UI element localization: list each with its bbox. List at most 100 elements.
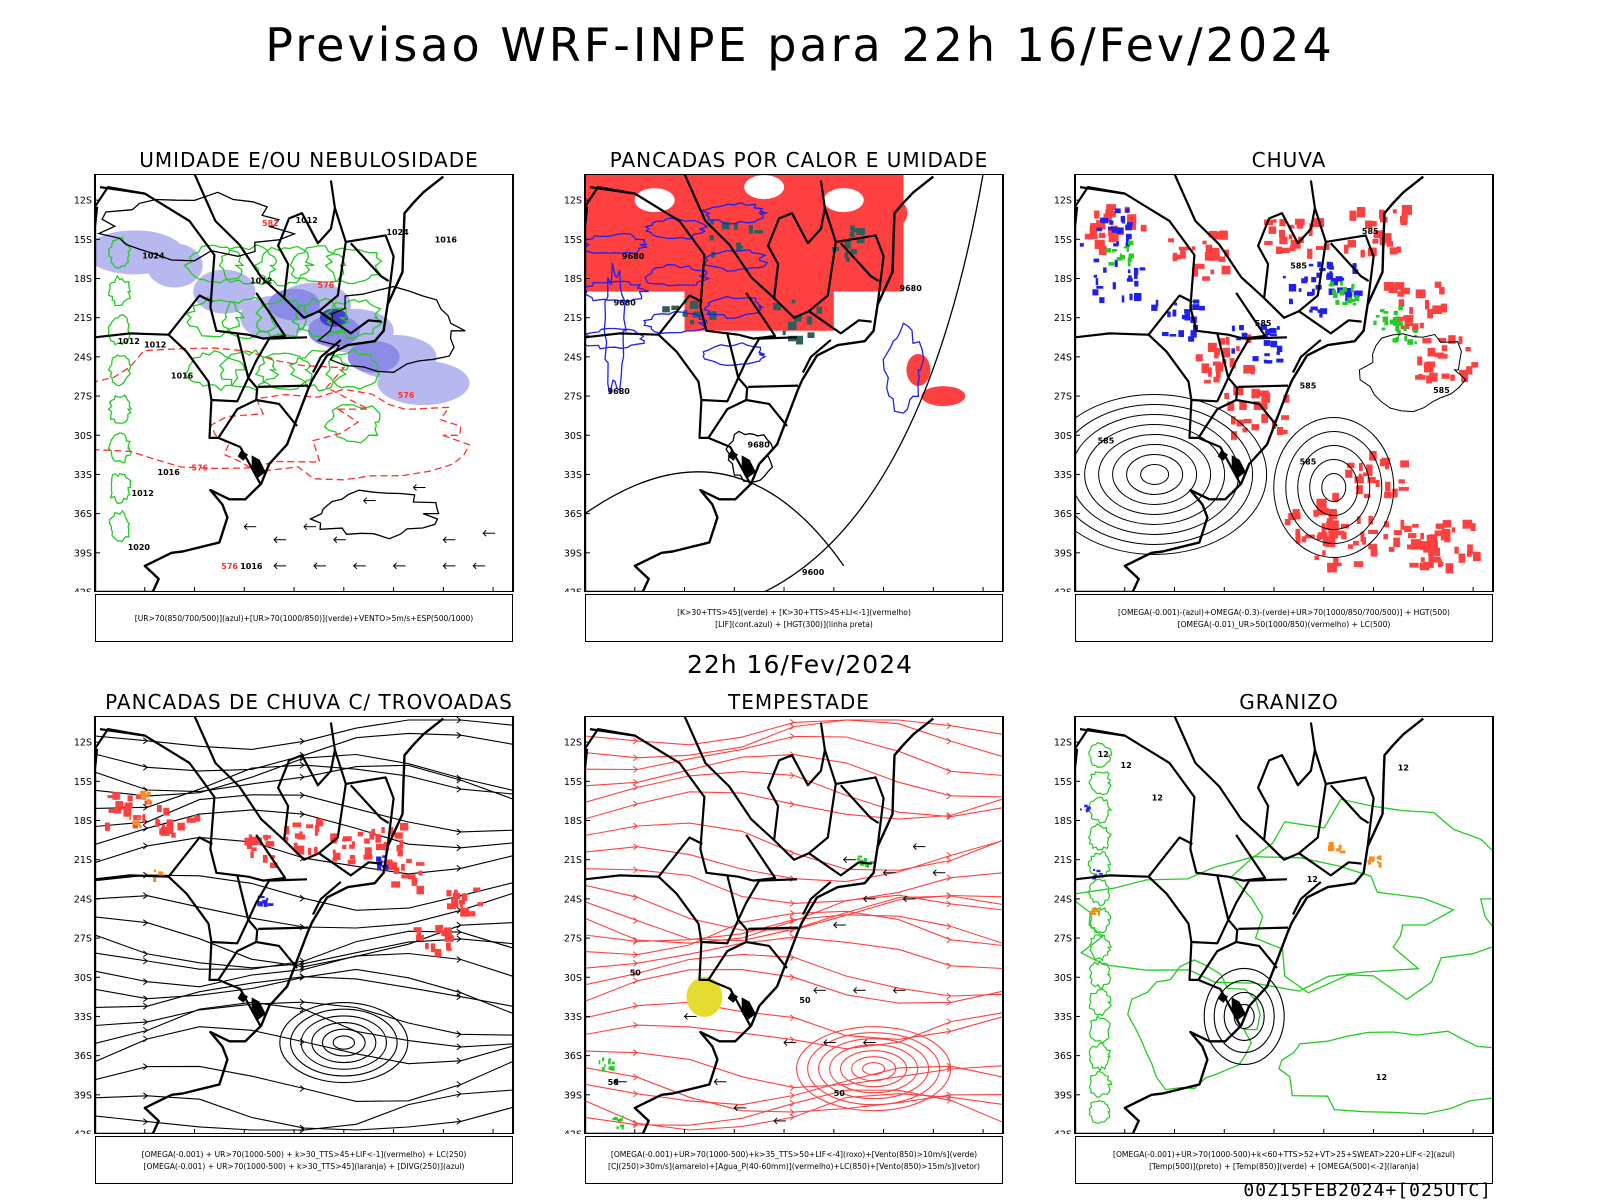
panel-trovoadas: PANCADAS DE CHUVA C/ TROVOADAS 12S 15S 18S… [65, 690, 553, 1184]
lat-tick-label: 42S [1054, 1130, 1072, 1135]
lat-tick-label: 24S [564, 894, 582, 905]
lat-tick-label: 39S [1054, 1090, 1072, 1101]
lat-tick-label: 33S [564, 1012, 582, 1023]
lat-tick-label: 36S [1054, 509, 1072, 520]
lat-tick-label: 42S [74, 588, 92, 593]
contour-label: 582 [262, 219, 279, 228]
lat-tick-label: 18S [1054, 816, 1072, 827]
legend-line: [OMEGA(-0.001)+UR>70(1000-500)+k>35_TTS>… [610, 1149, 978, 1159]
lat-tick-label: 27S [74, 934, 92, 945]
lat-tick-label: 33S [564, 470, 582, 481]
lat-tick-label: 42S [74, 1130, 92, 1135]
contour-label: 50 [799, 996, 811, 1005]
legend-line: [OMEGA(-0.01)_UR>50(1000/850)(vermelho) … [1177, 619, 1391, 629]
lat-tick-label: 42S [564, 588, 582, 593]
legend-box: [OMEGA(-0.001)+UR>70(1000-500)+k<60+TTS>… [1075, 1136, 1493, 1184]
contour-label: 12 [1098, 750, 1109, 759]
panel-pancadas-calor: PANCADAS POR CALOR E UMIDADE 9680 9680 968… [555, 148, 1043, 642]
map: 12 12 12 12 12 12 12S 15S 18S 21S 24S 27S 30S 33S 36S 3… [1054, 716, 1494, 1135]
panel-title: PANCADAS DE CHUVA C/ TROVOADAS [105, 690, 513, 714]
legend-line: [LIF](cont.azul) + [HGT(300)](linha pret… [715, 619, 873, 629]
lat-tick-label: 27S [74, 392, 92, 403]
legend-box: [K>30+TTS>45](verde) + [K>30+TTS>45+LI<-… [585, 594, 1003, 642]
lat-tick-label: 21S [74, 855, 92, 866]
contour-label: 9600 [802, 568, 825, 577]
panel-title: GRANIZO [1239, 690, 1339, 714]
lat-tick-label: 30S [564, 431, 582, 442]
lat-tick-label: 39S [1054, 548, 1072, 559]
lat-tick-label: 27S [1054, 934, 1072, 945]
contour-label: 12 [1398, 764, 1409, 773]
contour-label: 1012 [132, 489, 154, 498]
contour-label: 1012 [250, 277, 272, 286]
lat-tick-label: 15S [564, 235, 582, 246]
footer-run-label: 00Z15FEB2024+[025UTC] [1243, 1180, 1492, 1201]
legend-box: [OMEGA(-0.001)-(azul)+OMEGA(-0.3)-(verde… [1075, 594, 1493, 642]
panel-title: TEMPESTADE [728, 690, 870, 714]
contour-label: 50 [630, 968, 642, 977]
contour-label: 50 [608, 1078, 620, 1087]
panel-granizo: GRANIZO 12 12 12 12 12 12 12S 15S 18S 21S 24S 27S 30… [1045, 690, 1533, 1184]
map-fields [1075, 716, 1493, 1134]
contour-label: 1012 [144, 341, 166, 350]
lat-tick-label: 21S [564, 855, 582, 866]
lat-tick-label: 39S [564, 548, 582, 559]
lat-tick-label: 21S [1054, 313, 1072, 324]
map: 9680 9680 9680 9680 9680 9600 12S 15S 18S 21S 24S 2… [564, 174, 1004, 593]
contour-label: 585 [1300, 381, 1317, 390]
lat-tick-label: 33S [1054, 1012, 1072, 1023]
lat-tick-label: 39S [564, 1090, 582, 1101]
lat-tick-label: 12S [1054, 738, 1072, 749]
lat-tick-label: 36S [1054, 1051, 1072, 1062]
contour-label: 9680 [900, 284, 923, 293]
lat-tick-label: 39S [74, 548, 92, 559]
map: 1012 1012 1012 1016 1012 1016 1016 1016 1020 1024… [74, 174, 514, 593]
contour-label: 1012 [296, 216, 318, 225]
legend-line: [OMEGA(-0.001) + UR>70(1000-500) + k>30_… [143, 1161, 465, 1171]
lat-tick-label: 30S [74, 973, 92, 984]
contour-label: 1024 [386, 228, 409, 237]
lat-tick-label: 30S [74, 431, 92, 442]
contour-label: 585 [1290, 262, 1307, 271]
contour-label: 576 [221, 562, 238, 571]
legend-line: [OMEGA(-0.001)+UR>70(1000-500)+k<60+TTS>… [1112, 1149, 1455, 1159]
contour-label: 1016 [171, 371, 194, 380]
contour-label: 585 [1300, 458, 1317, 467]
lat-tick-label: 24S [74, 894, 92, 905]
map-fields [95, 174, 496, 592]
lat-tick-label: 12S [74, 196, 92, 207]
panel-title: UMIDADE E/OU NEBULOSIDADE [139, 148, 479, 172]
contour-label: 1016 [158, 468, 181, 477]
lat-tick-label: 33S [74, 1012, 92, 1023]
contour-label: 50 [834, 1089, 846, 1098]
lat-tick-label: 27S [564, 392, 582, 403]
legend-line: [UR>70(850/700/500)](azul)+[UR>70(1000/8… [134, 613, 474, 623]
lat-tick-label: 15S [74, 777, 92, 788]
legend-line: [K>30+TTS>45](verde) + [K>30+TTS>45+LI<-… [677, 607, 911, 617]
lat-tick-label: 18S [1054, 274, 1072, 285]
lat-tick-label: 33S [74, 470, 92, 481]
legend-line: [CJ(250)>30m/s](amarelo)+[Agua_P(40-60mm… [608, 1161, 980, 1171]
panel-umidade: UMIDADE E/OU NEBULOSIDADE 1012 1012 1012 10… [65, 148, 553, 642]
lat-tick-label: 18S [564, 274, 582, 285]
contour-label: 9680 [622, 252, 645, 261]
contour-label: 9680 [614, 299, 637, 308]
legend-box: [UR>70(850/700/500)](azul)+[UR>70(1000/8… [95, 594, 513, 642]
legend-line: [OMEGA(-0.001)-(azul)+OMEGA(-0.3)-(verde… [1118, 607, 1450, 617]
contour-label: 12 [1152, 794, 1163, 803]
lat-tick-label: 21S [564, 313, 582, 324]
contour-label: 576 [398, 391, 415, 400]
lat-tick-label: 15S [1054, 235, 1072, 246]
contour-label: 576 [318, 281, 335, 290]
lat-tick-label: 39S [74, 1090, 92, 1101]
legend-line: [Temp(500)](preto) + [Temp(850)](verde) … [1149, 1161, 1419, 1171]
contour-label: 12 [1307, 875, 1318, 884]
lat-tick-label: 36S [74, 509, 92, 520]
map-fields [585, 716, 1003, 1134]
contour-label: 9680 [608, 387, 631, 396]
lat-tick-label: 15S [1054, 777, 1072, 788]
lat-tick-label: 18S [74, 274, 92, 285]
contour-label: 12 [1376, 1073, 1387, 1082]
contour-label: 585 [1362, 227, 1379, 236]
lat-tick-label: 12S [74, 738, 92, 749]
